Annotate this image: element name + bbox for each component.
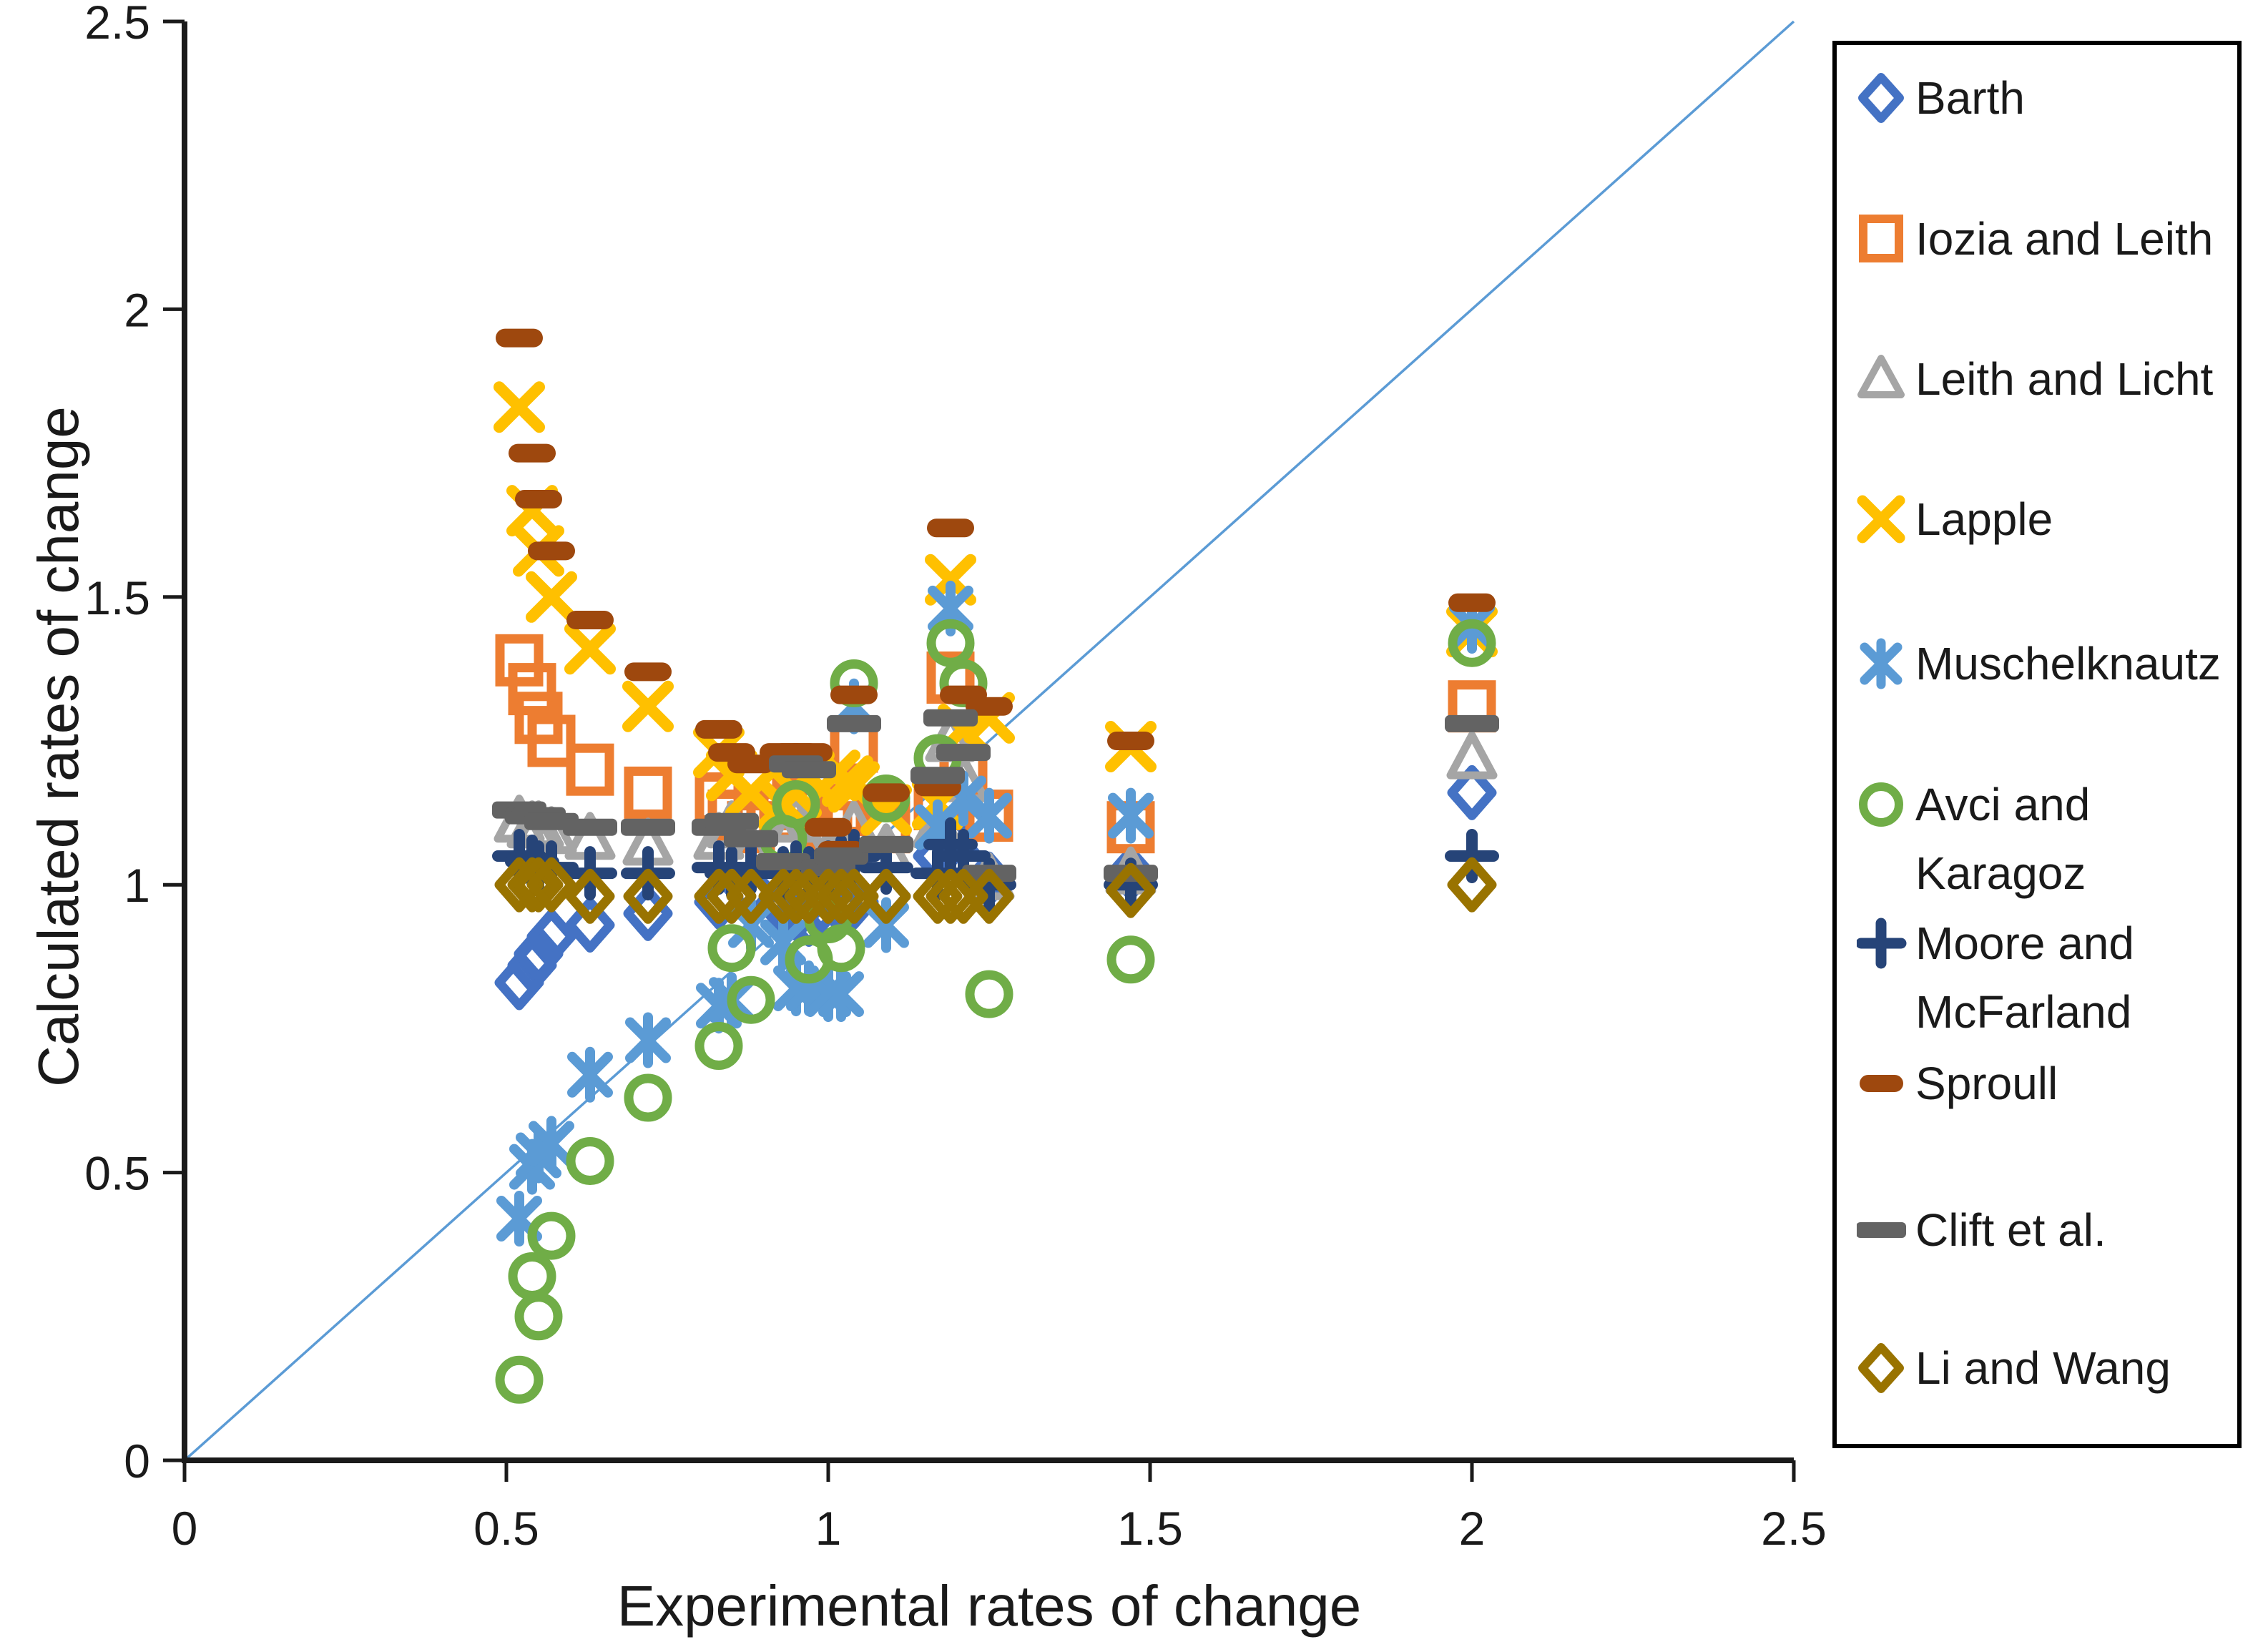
series-clift-et-al-: [492, 709, 1499, 882]
legend-label: Muschelknautz: [1915, 638, 2221, 689]
identity-line: [183, 20, 1795, 1462]
legend-label: Lapple: [1915, 493, 2053, 545]
legend-item-avci-and-karagoz: Avci and Karagoz: [1857, 770, 2090, 908]
legend-marker-star-icon: [1860, 638, 1903, 689]
y-tick-label: 1: [124, 859, 150, 912]
legend-marker-dash-short-icon: [1860, 1075, 1903, 1092]
legend-marker-dash-long-icon: [1857, 1222, 1906, 1238]
legend-label: Sproull: [1915, 1058, 2058, 1109]
legend-marker-triangle-icon: [1857, 355, 1905, 398]
y-tick-label: 2.5: [84, 0, 150, 49]
series-li-and-wang: [494, 857, 1497, 924]
y-tick-label: 0: [124, 1435, 150, 1488]
legend-marker-x-icon: [1857, 495, 1905, 544]
legend-item-barth: Barth: [1857, 64, 2025, 132]
legend-item-lapple: Lapple: [1857, 485, 2053, 554]
series-avci-and-karagoz: [495, 619, 1496, 1404]
legend-item-iozia-and-leith: Iozia and Leith: [1857, 205, 2213, 273]
y-tick-label: 0.5: [84, 1147, 150, 1200]
x-axis-title: Experimental rates of change: [617, 1574, 1362, 1638]
x-tick-label: 0: [172, 1502, 198, 1555]
legend-item-moore-and-mcfarland: Moore and McFarland: [1857, 909, 2134, 1046]
legend-marker-plus-icon: [1857, 918, 1907, 969]
x-tick-label: 1.5: [1117, 1502, 1183, 1555]
legend-item-li-and-wang: Li and Wang: [1857, 1334, 2171, 1402]
legend-item-leith-and-licht: Leith and Licht: [1857, 345, 2213, 413]
legend-label: Leith and Licht: [1915, 353, 2214, 405]
legend-marker-diamond-icon: [1858, 1343, 1904, 1393]
legend-label: Iozia and Leith: [1915, 213, 2214, 265]
series-sproull: [496, 328, 1496, 860]
y-tick-label: 2: [124, 283, 150, 336]
legend-item-clift-et-al-: Clift et al.: [1857, 1196, 2106, 1264]
y-tick-label: 1.5: [84, 571, 150, 624]
legend-label: Clift et al.: [1915, 1204, 2106, 1256]
x-tick-label: 2: [1459, 1502, 1486, 1555]
x-tick-label: 2.5: [1761, 1502, 1827, 1555]
legend-marker-diamond-icon: [1858, 73, 1904, 123]
legend-label: Avci and Karagoz: [1915, 779, 2091, 899]
x-tick-label: 0.5: [473, 1502, 539, 1555]
legend-item-muschelknautz: Muschelknautz: [1857, 629, 2221, 698]
legend-label: Li and Wang: [1915, 1342, 2171, 1394]
legend-marker-circle-icon: [1859, 782, 1903, 827]
legend: Barth Iozia and Leith Leith and Licht La…: [1832, 41, 2242, 1448]
legend-marker-square-icon: [1859, 215, 1903, 262]
series-lapple: [494, 381, 1498, 836]
x-tick-label: 1: [815, 1502, 842, 1555]
legend-label: Moore and McFarland: [1915, 918, 2134, 1038]
legend-item-sproull: Sproull: [1857, 1049, 2058, 1118]
legend-label: Barth: [1915, 72, 2025, 124]
y-axis-title: Calculated rates of change: [26, 406, 90, 1087]
